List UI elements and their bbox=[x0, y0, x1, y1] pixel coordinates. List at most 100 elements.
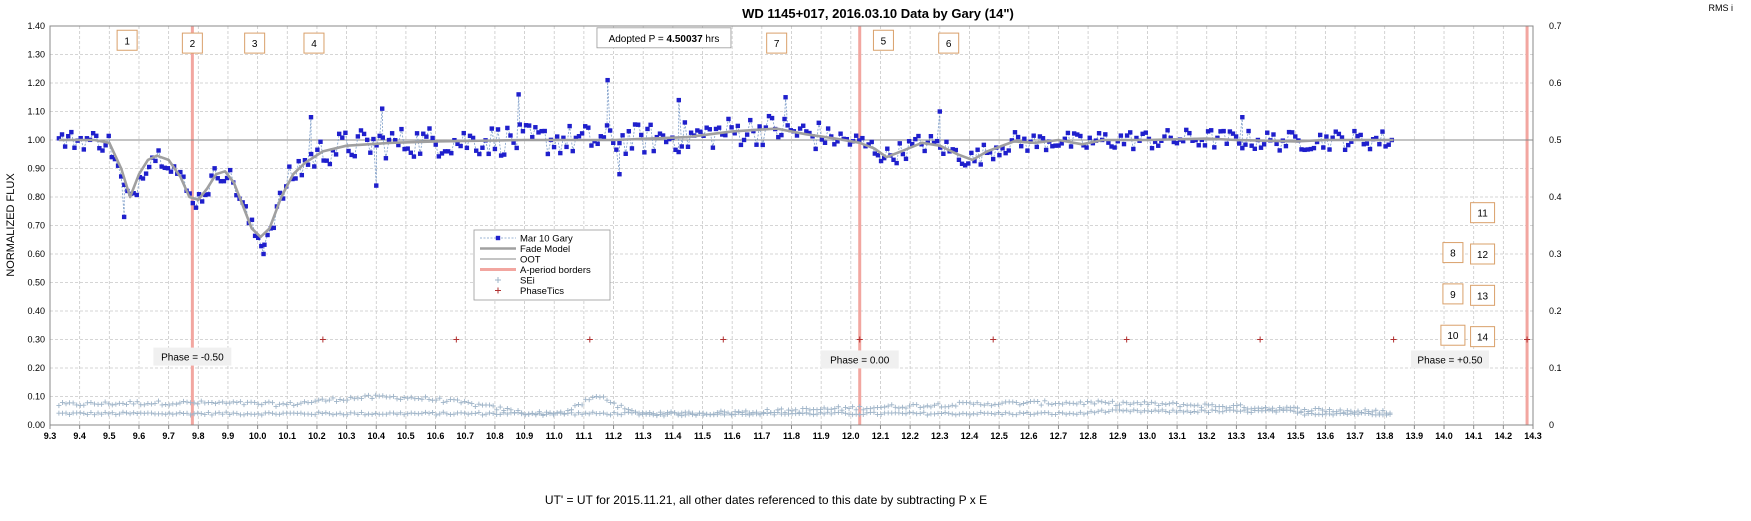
sei-point bbox=[487, 402, 493, 408]
sei-point bbox=[1117, 407, 1123, 413]
sei-point bbox=[497, 404, 503, 410]
sei-point bbox=[967, 412, 973, 418]
sei-point bbox=[1355, 408, 1361, 414]
sei-point bbox=[1085, 410, 1091, 416]
observed-data-point bbox=[1050, 144, 1055, 149]
observed-data-point bbox=[1314, 139, 1320, 145]
observed-data-point bbox=[539, 128, 544, 134]
sei-point bbox=[1280, 406, 1286, 412]
observed-data-point bbox=[972, 158, 977, 164]
sei-point bbox=[867, 406, 873, 412]
sei-point bbox=[924, 412, 930, 418]
sei-point bbox=[326, 411, 332, 417]
sei-point bbox=[985, 401, 991, 407]
sei-point bbox=[956, 411, 962, 417]
y-tick-label: 1.40 bbox=[27, 21, 45, 31]
sei-point bbox=[1348, 408, 1354, 414]
observed-data-point bbox=[769, 115, 775, 121]
observed-data-point bbox=[1327, 147, 1332, 152]
sei-point bbox=[106, 411, 112, 417]
sei-point bbox=[1291, 404, 1297, 410]
observed-data-point bbox=[726, 116, 731, 122]
sei-point bbox=[106, 401, 112, 407]
sei-point bbox=[1035, 398, 1041, 404]
y-tick-label: 1.20 bbox=[27, 78, 45, 88]
observed-data-point bbox=[1293, 134, 1298, 139]
sei-point bbox=[497, 411, 503, 417]
sei-point bbox=[344, 397, 350, 403]
observed-data-point bbox=[227, 167, 233, 173]
sei-point bbox=[828, 411, 834, 417]
y2-axis-label: RMS i bbox=[1709, 3, 1734, 13]
sei-point bbox=[63, 410, 69, 416]
observed-data-point bbox=[956, 157, 962, 163]
observed-data-point bbox=[710, 145, 716, 150]
observed-data-point bbox=[262, 242, 267, 247]
y-tick-label: 1.10 bbox=[27, 107, 45, 117]
sei-point bbox=[1376, 410, 1382, 416]
numbered-box bbox=[1470, 202, 1496, 224]
observed-data-point bbox=[1333, 129, 1338, 134]
observed-data-point bbox=[178, 169, 183, 175]
x-tick-label: 9.3 bbox=[44, 431, 57, 441]
sei-point bbox=[504, 406, 510, 412]
observed-data-point bbox=[663, 139, 669, 145]
sei-point bbox=[180, 398, 186, 404]
sei-point bbox=[479, 412, 485, 418]
sei-point bbox=[344, 412, 350, 418]
sei-point bbox=[220, 399, 226, 405]
sei-point bbox=[1074, 401, 1080, 407]
observed-data-point bbox=[308, 115, 314, 120]
observed-data-point bbox=[916, 133, 921, 139]
sei-point bbox=[828, 406, 834, 412]
sei-point bbox=[604, 397, 610, 403]
observed-data-point bbox=[657, 131, 663, 136]
adopted-period-box bbox=[596, 27, 732, 49]
observed-data-point bbox=[903, 156, 909, 162]
sei-point bbox=[1156, 403, 1162, 409]
sei-point bbox=[846, 411, 852, 417]
sei-point bbox=[878, 404, 884, 410]
sei-point bbox=[234, 400, 240, 406]
sei-point bbox=[1134, 400, 1140, 406]
observed-data-point bbox=[1258, 145, 1264, 150]
sei-point bbox=[312, 412, 318, 418]
observed-data-point bbox=[458, 143, 463, 149]
observed-data-point bbox=[377, 133, 382, 139]
observed-data-point bbox=[265, 232, 270, 238]
sei-point bbox=[921, 404, 927, 410]
sei-point bbox=[358, 409, 364, 415]
sei-point bbox=[814, 411, 820, 417]
fade-model-series bbox=[58, 127, 1394, 239]
observed-data-point bbox=[894, 160, 899, 166]
sei-point bbox=[1099, 399, 1105, 405]
sei-point bbox=[632, 409, 638, 415]
observed-data-point bbox=[660, 133, 666, 138]
sei-point bbox=[1117, 402, 1123, 408]
sei-point bbox=[91, 412, 97, 418]
x-tick-label: 11.7 bbox=[753, 431, 770, 441]
y-tick-label: 0.40 bbox=[27, 306, 45, 316]
observed-data-point bbox=[1339, 135, 1345, 140]
y-tick-label: 1.00 bbox=[27, 135, 45, 145]
sei-point bbox=[1124, 400, 1130, 406]
phase-label: Phase = -0.50 bbox=[161, 353, 224, 364]
sei-point bbox=[280, 401, 286, 407]
observed-data-point bbox=[639, 132, 644, 138]
observed-data-point bbox=[741, 137, 747, 143]
observed-data-point bbox=[872, 151, 878, 156]
sei-point bbox=[198, 398, 204, 404]
sei-point bbox=[1255, 405, 1261, 411]
observed-data-point bbox=[1071, 131, 1077, 136]
observed-data-point bbox=[318, 139, 323, 144]
observed-data-point bbox=[1059, 141, 1064, 146]
numbered-box bbox=[1442, 242, 1464, 264]
observed-data-point bbox=[1252, 146, 1257, 151]
observed-data-point bbox=[121, 214, 127, 220]
observed-data-point bbox=[825, 126, 831, 131]
y2-tick-label: 0.1 bbox=[1549, 363, 1562, 373]
observed-data-point bbox=[293, 176, 298, 181]
observed-data-point bbox=[1377, 142, 1382, 147]
sei-point bbox=[1010, 399, 1016, 405]
